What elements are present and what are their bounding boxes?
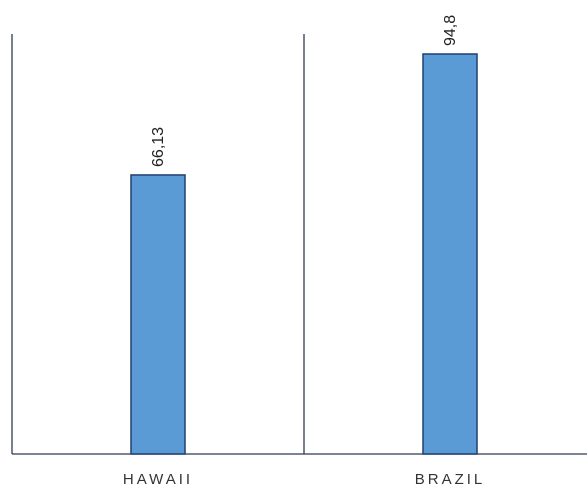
data-label-brazil: 94,8 (442, 15, 459, 46)
x-tick-label-hawaii: HAWAII (123, 471, 193, 488)
data-label-hawaii: 66,13 (150, 127, 167, 167)
bar-hawaii (130, 174, 186, 455)
bar-brazil (422, 53, 478, 455)
x-tick-label-brazil: BRAZIL (415, 471, 486, 488)
